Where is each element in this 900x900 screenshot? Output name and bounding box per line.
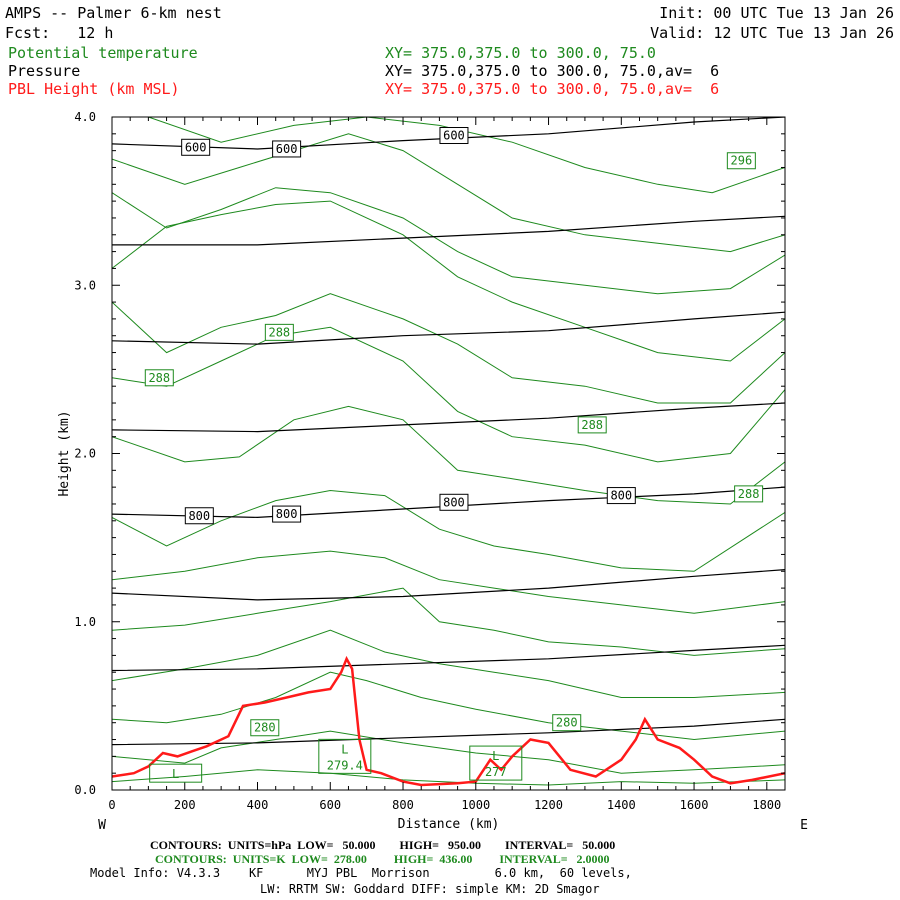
theta-contour-label: 288 bbox=[148, 371, 170, 385]
pressure-contour-850 bbox=[112, 569, 785, 601]
init-time: Init: 00 UTC Tue 13 Jan 26 bbox=[659, 4, 894, 22]
plot-frame bbox=[111, 116, 786, 791]
theta-contour-label: 288 bbox=[581, 418, 603, 432]
x-tick-label: 1400 bbox=[607, 798, 636, 812]
theta-contour-label-box bbox=[250, 719, 280, 737]
theta-contour-label: 280 bbox=[556, 716, 578, 730]
pressure-contour-label: 800 bbox=[610, 489, 632, 503]
x-tick-label: 1200 bbox=[534, 798, 563, 812]
pressure-legend-label: Pressure bbox=[8, 62, 81, 80]
theta-contour bbox=[112, 550, 785, 614]
theta-contour-label-box bbox=[144, 369, 174, 387]
theta-contour bbox=[112, 629, 785, 698]
x-tick-label: 0 bbox=[108, 798, 115, 812]
theta-contour-info: CONTOURS: UNITS=K LOW= 278.00 HIGH= 436.… bbox=[155, 852, 610, 866]
theta-xsect-coords: XY= 375.0,375.0 to 300.0, 75.0 bbox=[385, 44, 656, 62]
y-tick-label: 4.0 bbox=[74, 110, 96, 124]
low-marker-letter: L bbox=[341, 742, 348, 756]
pressure-contour-label: 800 bbox=[276, 507, 298, 521]
pressure-contour-700 bbox=[112, 311, 785, 345]
pressure-contour-label-box bbox=[439, 493, 469, 511]
y-tick-label: 3.0 bbox=[74, 278, 96, 292]
plot-area bbox=[112, 117, 785, 787]
pbl-xsect-coords: XY= 375.0,375.0 to 300.0, 75.0,av= 6 bbox=[385, 80, 720, 98]
east-label: E bbox=[800, 818, 808, 833]
theta-contour bbox=[112, 671, 785, 741]
theta-contour-label: 288 bbox=[268, 325, 290, 339]
theta-legend-label: Potential temperature bbox=[8, 44, 198, 62]
y-tick-label: 1.0 bbox=[74, 615, 96, 629]
pressure-contour-600 bbox=[112, 117, 785, 150]
theta-contour bbox=[112, 769, 785, 786]
pressure-contour-label-box bbox=[272, 140, 302, 158]
theta-contour bbox=[112, 405, 785, 505]
theta-contour bbox=[112, 133, 785, 253]
theta-contour-label-box bbox=[577, 416, 607, 434]
pressure-contour-750 bbox=[112, 402, 785, 433]
model-title: AMPS -- Palmer 6-km nest bbox=[5, 4, 222, 22]
theta-contour-label: 288 bbox=[738, 487, 760, 501]
theta-contour bbox=[112, 293, 785, 404]
pbl-height-line bbox=[112, 655, 785, 787]
pressure-contour-label: 600 bbox=[443, 129, 465, 143]
theta-contour-label-box bbox=[726, 152, 756, 170]
x-tick-label: 800 bbox=[392, 798, 414, 812]
pressure-contour-950 bbox=[112, 718, 785, 746]
theta-contour bbox=[112, 587, 785, 656]
theta-contour-label-box bbox=[264, 323, 294, 341]
west-label: W bbox=[98, 818, 106, 833]
pressure-contour-label: 600 bbox=[276, 142, 298, 156]
model-info-line2: LW: RRTM SW: Goddard DIFF: simple KM: 2D… bbox=[260, 882, 600, 896]
low-marker-box bbox=[469, 745, 523, 781]
theta-contour bbox=[148, 117, 785, 194]
y-tick-label: 0.0 bbox=[74, 783, 96, 797]
x-tick-label: 1800 bbox=[752, 798, 781, 812]
x-tick-label: 200 bbox=[174, 798, 196, 812]
theta-contour-label-box bbox=[552, 714, 582, 732]
valid-time: Valid: 12 UTC Tue 13 Jan 26 bbox=[650, 24, 894, 42]
theta-contour bbox=[112, 187, 785, 295]
low-marker-value: 277 bbox=[485, 765, 507, 779]
x-tick-label: 1600 bbox=[680, 798, 709, 812]
y-tick-label: 2.0 bbox=[74, 447, 96, 461]
low-marker-box bbox=[318, 738, 372, 774]
low-marker-box bbox=[149, 763, 203, 783]
pressure-contour-800 bbox=[112, 486, 785, 519]
pbl-legend-label: PBL Height (km MSL) bbox=[8, 80, 180, 98]
pressure-contour-label-box bbox=[606, 487, 636, 505]
low-marker-letter: L bbox=[492, 749, 499, 763]
theta-contour-label: 280 bbox=[254, 721, 276, 735]
y-axis-title: Height (km) bbox=[57, 410, 72, 496]
x-tick-label: 600 bbox=[319, 798, 341, 812]
theta-contour bbox=[112, 489, 785, 572]
x-tick-label: 400 bbox=[247, 798, 269, 812]
pressure-contour-info: CONTOURS: UNITS=hPa LOW= 50.000 HIGH= 95… bbox=[150, 838, 616, 852]
x-axis-title: Distance (km) bbox=[398, 817, 500, 832]
pressure-contour-label: 800 bbox=[443, 495, 465, 509]
low-marker-value: 279.4 bbox=[327, 758, 363, 772]
theta-contour bbox=[112, 730, 785, 774]
theta-contour-label-box bbox=[734, 485, 764, 503]
theta-contour bbox=[112, 200, 785, 362]
model-info-line1: Model Info: V4.3.3 KF MYJ PBL Morrison 6… bbox=[90, 866, 632, 880]
pressure-contour-label: 800 bbox=[188, 509, 210, 523]
pressure-contour-900 bbox=[112, 644, 785, 672]
pressure-xsect-coords: XY= 375.0,375.0 to 300.0, 75.0,av= 6 bbox=[385, 62, 720, 80]
theta-contour-label: 296 bbox=[731, 154, 753, 168]
pressure-contour-label-box bbox=[272, 505, 302, 523]
pressure-contour-label-box bbox=[181, 138, 211, 156]
x-tick-label: 1000 bbox=[461, 798, 490, 812]
low-marker-letter: L bbox=[172, 767, 179, 781]
pressure-contour-label: 600 bbox=[185, 140, 207, 154]
pressure-contour-label-box bbox=[184, 507, 214, 525]
pressure-contour-label-box bbox=[439, 127, 469, 145]
theta-contour bbox=[112, 326, 785, 463]
forecast-hour: Fcst: 12 h bbox=[5, 24, 114, 42]
pressure-contour-650 bbox=[112, 215, 785, 246]
